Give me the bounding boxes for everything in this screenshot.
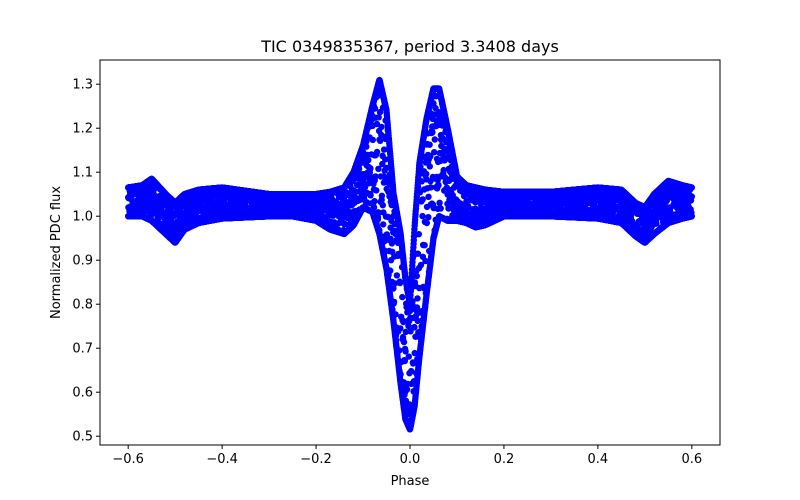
chart-title: TIC 0349835367, period 3.3408 days	[260, 37, 559, 56]
data-point	[425, 193, 432, 200]
data-point	[393, 337, 400, 344]
data-point	[387, 267, 394, 274]
data-point	[355, 165, 363, 173]
data-point	[370, 204, 378, 211]
data-point	[371, 198, 378, 205]
data-point	[413, 272, 420, 280]
data-point	[392, 311, 399, 318]
data-point	[393, 272, 401, 279]
data-point	[419, 196, 426, 203]
data-point	[390, 298, 398, 306]
data-point	[437, 205, 444, 212]
data-point	[405, 353, 412, 360]
data-point	[373, 187, 380, 194]
data-point	[431, 149, 438, 156]
data-point	[414, 295, 421, 302]
data-point	[396, 279, 404, 287]
data-point	[415, 231, 422, 238]
data-point	[367, 192, 374, 199]
data-point	[379, 202, 386, 209]
data-point	[425, 214, 432, 221]
data-point	[403, 386, 411, 393]
data-point	[399, 293, 406, 301]
data-point	[436, 199, 443, 206]
data-point	[378, 123, 385, 131]
data-point	[365, 156, 372, 164]
data-point	[380, 221, 387, 228]
data-point	[429, 129, 436, 136]
data-point	[367, 165, 374, 172]
data-point	[435, 182, 442, 189]
scatter-points	[125, 76, 695, 433]
data-point	[426, 163, 433, 170]
data-point	[396, 347, 403, 354]
data-point	[426, 141, 433, 148]
data-point	[411, 323, 418, 331]
data-point	[400, 338, 408, 346]
data-point	[421, 242, 428, 249]
data-point	[373, 148, 381, 156]
data-point	[397, 325, 404, 332]
data-point	[397, 371, 404, 378]
data-point	[369, 136, 376, 144]
data-point	[378, 192, 386, 199]
data-point	[423, 219, 430, 227]
data-point	[377, 137, 384, 144]
data-point	[419, 212, 426, 220]
data-point	[431, 136, 438, 143]
